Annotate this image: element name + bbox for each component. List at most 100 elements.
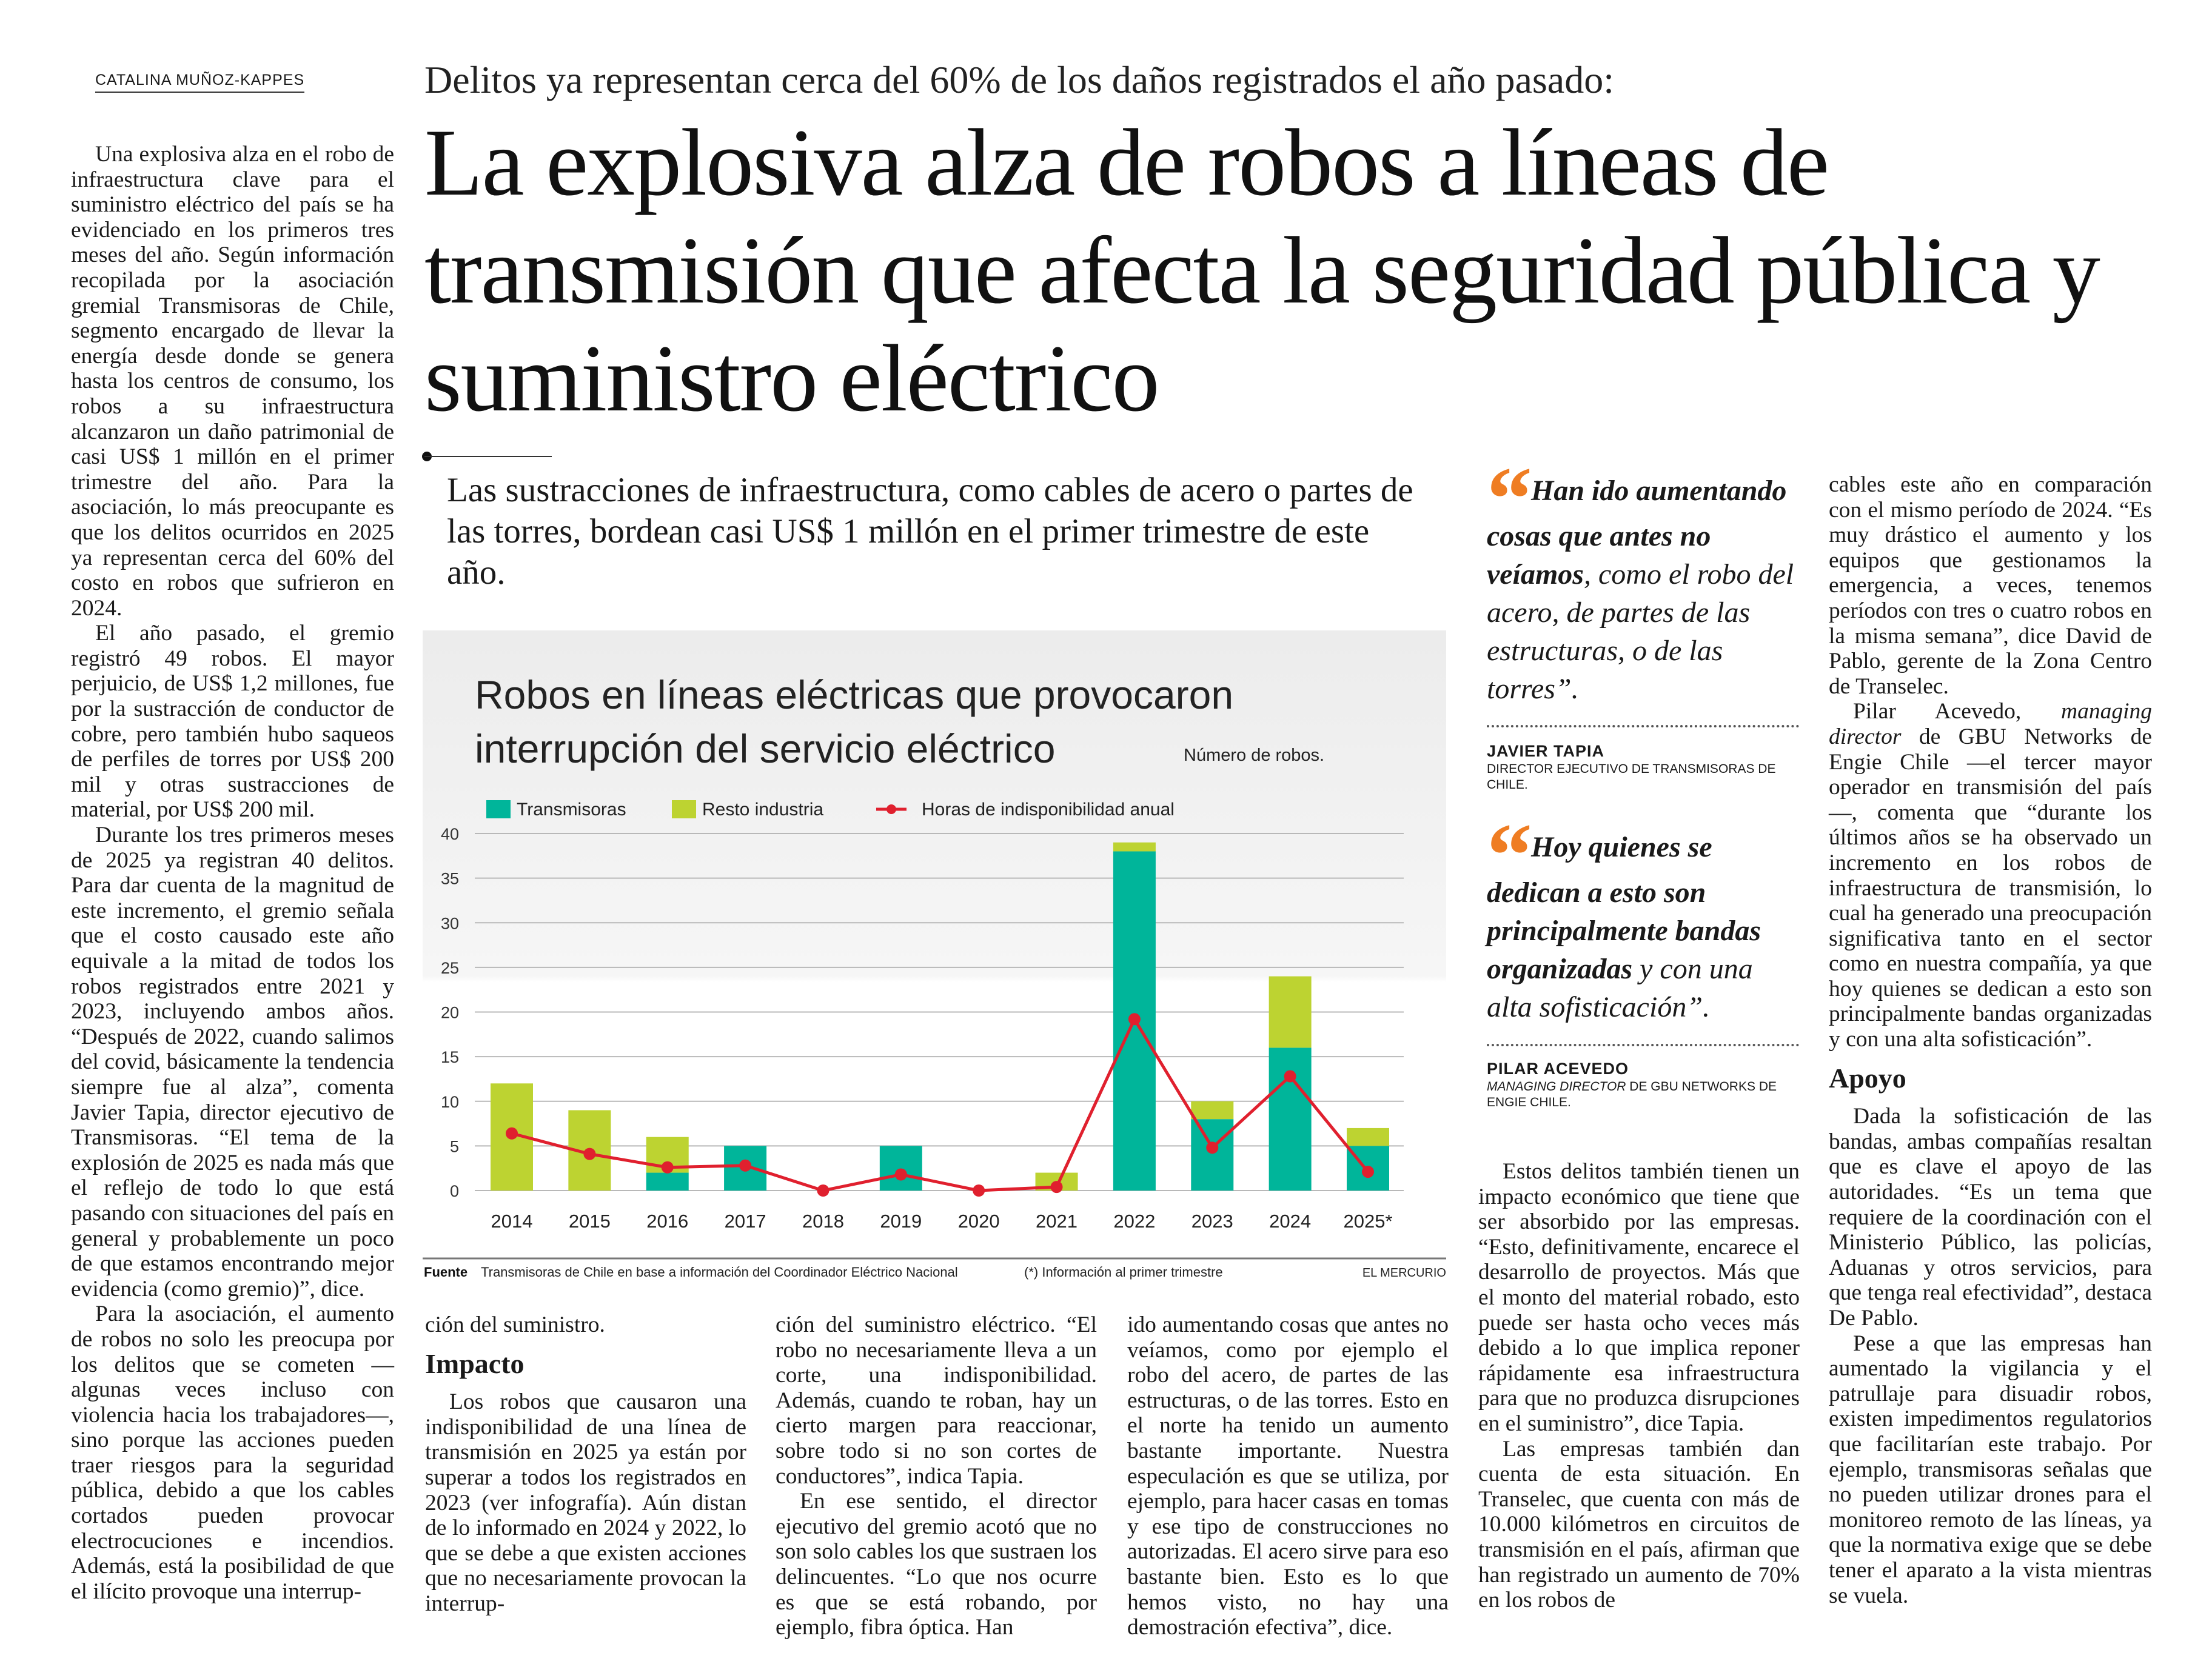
chart-credit: EL MERCURIO <box>1362 1266 1446 1280</box>
dotted-divider <box>1487 725 1799 727</box>
legend-swatch <box>486 800 511 818</box>
y-tick-label: 40 <box>441 825 459 843</box>
line-point <box>817 1184 830 1197</box>
legend-swatch-marker <box>886 804 896 814</box>
chart-note: (*) Información al primer trimestre <box>1024 1264 1223 1280</box>
paragraph: Los robos que causaron una indisponibili… <box>425 1389 746 1616</box>
y-tick-label: 20 <box>441 1004 459 1022</box>
paragraph: Pilar Acevedo, managing director de GBU … <box>1829 699 2152 1052</box>
line-point <box>1050 1181 1063 1194</box>
attribution-role: DIRECTOR EJECUTIVO DE TRANSMISORAS DE CH… <box>1487 762 1776 792</box>
line-point <box>1362 1166 1374 1178</box>
line-point <box>583 1148 596 1160</box>
paragraph: Estos delitos también tienen un impacto … <box>1478 1159 1800 1436</box>
y-tick-label: 35 <box>441 870 459 888</box>
quote-rest: y con una alta sofisticación”. <box>1487 953 1753 1023</box>
column-3: ción del suministro eléctrico. “El robo … <box>776 1312 1097 1640</box>
line-point <box>506 1127 518 1140</box>
paragraph: El año pasado, el gremio registró 49 rob… <box>71 621 394 823</box>
paragraph: En ese sentido, el director ejecutivo de… <box>776 1489 1097 1640</box>
x-tick-label: 2020 <box>958 1211 1000 1232</box>
line-point <box>1284 1070 1296 1083</box>
x-tick-label: 2022 <box>1113 1211 1155 1232</box>
bar-resto-industria <box>1269 976 1312 1048</box>
x-tick-label: 2014 <box>491 1211 533 1232</box>
bar-resto-industria <box>1191 1101 1234 1120</box>
bar-transmisoras <box>1269 1047 1312 1191</box>
column-6: cables este año en comparación con el mi… <box>1829 472 2152 1608</box>
byline: CATALINA MUÑOZ-KAPPES <box>95 72 305 93</box>
line-series <box>511 1015 1369 1192</box>
y-tick-label: 10 <box>441 1093 459 1111</box>
y-tick-label: 30 <box>441 914 459 932</box>
dotted-divider <box>1487 1044 1799 1046</box>
x-tick-label: 2017 <box>725 1211 766 1232</box>
legend-label: Horas de indisponibilidad anual <box>922 800 1175 820</box>
quote-attribution-1: JAVIER TAPIA DIRECTOR EJECUTIVO DE TRANS… <box>1487 741 1814 793</box>
headline: La explosiva alza de robos a líneas de t… <box>424 110 2100 432</box>
text: Pilar Acevedo, <box>1853 699 2061 724</box>
chart: Robos en líneas eléctricas que provocaro… <box>423 630 1446 1283</box>
column-4: ido aumentando cosas que antes no veíamo… <box>1127 1312 1449 1640</box>
pull-quote-1: “Han ido aumentando cosas que antes no v… <box>1487 453 1802 708</box>
column-5: Estos delitos también tienen un impacto … <box>1478 1159 1800 1613</box>
text-italic: managing director <box>1829 699 2152 749</box>
paragraph: Para la asociación, el aumento de robos … <box>71 1301 394 1604</box>
x-tick-label: 2016 <box>646 1211 688 1232</box>
column-2: ción del suministro. Impacto Los robos q… <box>425 1312 746 1617</box>
kicker: Delitos ya representan cerca del 60% de … <box>424 58 1614 101</box>
chart-title-line2: interrupción del servicio eléctrico <box>475 726 1055 771</box>
attribution-name: JAVIER TAPIA <box>1487 742 1605 760</box>
y-tick-label: 5 <box>450 1137 459 1155</box>
bar-transmisoras <box>1191 1119 1234 1191</box>
bar-resto-industria <box>1347 1127 1389 1146</box>
quote-bold: Hoy quienes se dedican a esto son princi… <box>1487 831 1761 985</box>
x-tick-label: 2023 <box>1191 1211 1233 1232</box>
x-tick-label: 2019 <box>880 1211 922 1232</box>
x-tick-label: 2024 <box>1269 1211 1311 1232</box>
chart-svg: Robos en líneas eléctricas que provocaro… <box>423 630 1446 1280</box>
chart-title-line1: Robos en líneas eléctricas que provocaro… <box>475 672 1233 717</box>
legend-swatch <box>672 800 696 818</box>
paragraph: cables este año en comparación con el mi… <box>1829 472 2152 699</box>
paragraph: Dada la sofisticación de las bandas, amb… <box>1829 1104 2152 1331</box>
legend-label: Transmisoras <box>517 800 626 820</box>
y-tick-label: 15 <box>441 1048 459 1066</box>
divider <box>424 456 552 457</box>
paragraph: Las empresas también dan cuenta de esta … <box>1478 1436 1800 1613</box>
quote-bold: Han ido aumentando cosas que antes no ve… <box>1487 475 1787 590</box>
x-tick-label: 2021 <box>1036 1211 1078 1232</box>
pull-quote-2: “Hoy quienes se dedican a esto son princ… <box>1487 810 1802 1026</box>
x-tick-label: 2025* <box>1343 1211 1392 1232</box>
paragraph: ción del suministro. <box>425 1312 605 1337</box>
line-point <box>1128 1013 1141 1026</box>
left-column: Una explosiva alza en el robo de infraes… <box>71 142 394 1604</box>
y-tick-label: 0 <box>450 1182 459 1200</box>
quote-attribution-2: PILAR ACEVEDO MANAGING DIRECTOR DE GBU N… <box>1487 1058 1814 1111</box>
bar-transmisoras <box>646 1172 689 1191</box>
paragraph: Una explosiva alza en el robo de infraes… <box>71 142 394 621</box>
y-axis-label: Número de robos. <box>1184 746 1324 765</box>
text: de GBU Networks de Engie Chile —el terce… <box>1829 724 2152 1052</box>
x-tick-label: 2018 <box>802 1211 844 1232</box>
subheading-impacto: Impacto <box>425 1348 525 1379</box>
quote-rest: , como el robo del acero, de partes de l… <box>1487 558 1794 705</box>
attribution-name: PILAR ACEVEDO <box>1487 1060 1629 1078</box>
legend-label: Resto industria <box>702 800 823 820</box>
paragraph: ción del suministro eléctrico. “El robo … <box>776 1312 1097 1489</box>
source-label: Fuente <box>424 1264 468 1280</box>
source-text: Transmisoras de Chile en base a informac… <box>481 1264 958 1280</box>
x-tick-label: 2015 <box>569 1211 611 1232</box>
paragraph: ido aumentando cosas que antes no veíamo… <box>1127 1312 1449 1640</box>
attribution-role: DE GBU NETWORKS DE ENGIE CHILE. <box>1487 1080 1777 1109</box>
paragraph: Durante los tres primeros meses de 2025 … <box>71 823 394 1301</box>
attribution-role-italic: MANAGING DIRECTOR <box>1487 1080 1626 1094</box>
deck: Las sustracciones de infraestructura, co… <box>447 471 1413 592</box>
line-point <box>894 1168 907 1181</box>
bar-resto-industria <box>1113 842 1156 852</box>
line-point <box>739 1159 752 1172</box>
paragraph: Pese a que las empresas han aumentado la… <box>1829 1331 2152 1608</box>
bar-transmisoras <box>879 1146 922 1191</box>
line-point <box>661 1161 674 1174</box>
line-point <box>973 1184 985 1197</box>
